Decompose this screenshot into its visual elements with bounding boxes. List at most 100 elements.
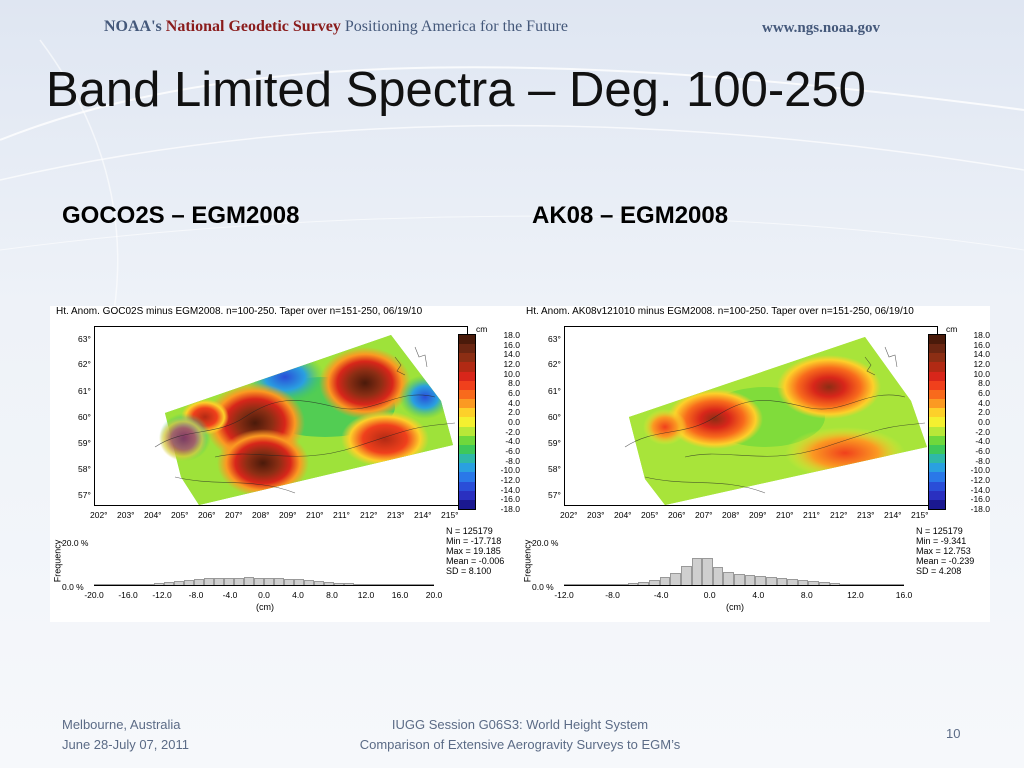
left-anomaly-map xyxy=(94,326,468,506)
footer-session-line2: Comparison of Extensive Aerogravity Surv… xyxy=(359,737,681,752)
left-heading: GOCO2S – EGM2008 xyxy=(62,202,300,229)
left-histogram xyxy=(94,542,434,586)
colorbar-swatch xyxy=(929,417,945,427)
colorbar-label: 8.0 xyxy=(508,378,520,389)
hist-ytick: 20.0 % xyxy=(62,538,89,548)
colorbar-swatch xyxy=(929,344,945,354)
colorbar-swatch xyxy=(459,344,475,354)
colorbar-swatch xyxy=(459,463,475,473)
lon-tick: 208° xyxy=(722,510,740,520)
footer-city: Melbourne, Australia xyxy=(62,717,181,732)
lon-tick: 209° xyxy=(279,510,297,520)
lon-tick: 203° xyxy=(587,510,605,520)
page-number: 10 xyxy=(946,726,961,741)
lat-tick: 63° xyxy=(78,334,91,344)
colorbar-label: 12.0 xyxy=(503,359,520,369)
colorbar-label: -8.0 xyxy=(975,455,990,466)
colorbar-swatch xyxy=(459,408,475,418)
colorbar-label: -16.0 xyxy=(500,494,520,505)
colorbar-label: 8.0 xyxy=(978,378,990,389)
stat-mean: Mean = -0.006 xyxy=(446,556,505,566)
lon-tick: 215° xyxy=(911,510,929,520)
left-figure-title: Ht. Anom. GOC02S minus EGM2008. n=100-25… xyxy=(56,306,423,317)
colorbar-swatch xyxy=(929,362,945,372)
footer-dates: June 28-July 07, 2011 xyxy=(62,737,189,752)
colorbar-swatch xyxy=(459,454,475,464)
colorbar-swatch xyxy=(459,371,475,381)
colorbar-label: -14.0 xyxy=(970,484,990,495)
footer-session: IUGG Session G06S3: World Height System … xyxy=(320,715,720,755)
histogram-baseline xyxy=(564,585,904,586)
colorbar-label: -4.0 xyxy=(975,436,990,447)
histogram-bar xyxy=(691,558,703,586)
hist-xtick: 8.0 xyxy=(326,590,338,600)
colorbar-swatch xyxy=(459,499,475,509)
colorbar-label: -12.0 xyxy=(500,475,520,485)
hist-xtick: 16.0 xyxy=(895,590,913,600)
lat-tick: 62° xyxy=(78,359,91,369)
colorbar-swatch xyxy=(929,371,945,381)
colorbar-swatch xyxy=(459,426,475,436)
hist-xtick: -4.0 xyxy=(653,590,669,600)
lon-tick: 213° xyxy=(857,510,875,520)
colorbar-label: 0.0 xyxy=(978,417,990,427)
hist-xtick: -12.0 xyxy=(554,590,574,600)
hist-xtick: 8.0 xyxy=(800,590,813,600)
header-bar: NOAA's National Geodetic Survey Position… xyxy=(0,0,1024,48)
colorbar-label: -6.0 xyxy=(975,446,990,456)
lat-tick: 61° xyxy=(78,386,91,396)
hist-xtick: 0.0 xyxy=(258,590,270,600)
stat-sd: SD = 8.100 xyxy=(446,566,492,576)
stat-mean: Mean = -0.239 xyxy=(916,556,975,566)
colorbar-label: -16.0 xyxy=(970,494,990,505)
lon-tick: 207° xyxy=(225,510,243,520)
lat-tick: 60° xyxy=(548,412,561,422)
agency-logo-text: NOAA's National Geodetic Survey Position… xyxy=(104,18,568,36)
colorbar-label: 16.0 xyxy=(503,339,520,350)
colorbar-label: 12.0 xyxy=(973,359,990,369)
colorbar-swatch xyxy=(929,444,945,455)
slide-title: Band Limited Spectra – Deg. 100-250 xyxy=(46,63,866,117)
lon-tick: 208° xyxy=(252,510,270,520)
colorbar-swatch xyxy=(929,463,945,473)
colorbar-label: -14.0 xyxy=(500,484,520,495)
hist-ytick: 0.0 % xyxy=(62,582,84,592)
colorbar-swatch xyxy=(459,444,475,455)
left-stats: N = 125179 Min = -17.718 Max = 19.185 Me… xyxy=(446,526,504,576)
hist-xtick: -8.0 xyxy=(605,590,620,600)
lat-tick: 58° xyxy=(548,464,561,474)
colorbar-label: 10.0 xyxy=(503,368,520,379)
colorbar xyxy=(928,334,946,510)
stat-max: Max = 12.753 xyxy=(916,546,971,556)
website-url[interactable]: www.ngs.noaa.gov xyxy=(762,20,880,36)
lon-tick: 209° xyxy=(749,510,767,520)
lat-tick: 59° xyxy=(548,438,561,448)
hist-xtick: 20.0 xyxy=(425,590,443,600)
right-histogram xyxy=(564,542,904,586)
colorbar-unit: cm xyxy=(946,324,958,334)
lat-tick: 63° xyxy=(548,334,561,344)
lat-tick: 59° xyxy=(78,438,91,448)
histogram-xlabel: (cm) xyxy=(256,602,274,612)
hist-xtick: -12.0 xyxy=(152,590,172,600)
colorbar-label: 16.0 xyxy=(973,339,990,350)
histogram-ylabel: Frequency xyxy=(522,539,533,583)
lon-tick: 203° xyxy=(117,510,135,520)
colorbar-swatch xyxy=(929,353,945,363)
footer-session-line1: IUGG Session G06S3: World Height System xyxy=(391,717,649,732)
lat-tick: 62° xyxy=(548,359,561,369)
colorbar-swatch xyxy=(929,472,945,482)
colorbar-unit: cm xyxy=(476,324,488,334)
survey-name: National Geodetic Survey xyxy=(165,18,341,35)
right-heading: AK08 – EGM2008 xyxy=(532,202,729,229)
colorbar-swatch xyxy=(929,389,945,400)
lon-tick: 212° xyxy=(830,510,848,520)
hist-xtick: 0.0 xyxy=(703,590,716,600)
left-figure-panel: Ht. Anom. GOC02S minus EGM2008. n=100-25… xyxy=(50,306,520,622)
colorbar-swatch xyxy=(929,499,945,509)
lon-tick: 206° xyxy=(198,510,216,520)
right-histogram-xaxis: -12.0 -8.0 -4.0 0.0 4.0 8.0 12.0 16.0 xyxy=(554,590,912,602)
lon-tick: 210° xyxy=(306,510,324,520)
stat-min: Min = -9.341 xyxy=(916,536,967,546)
left-histogram-bars xyxy=(94,542,434,586)
